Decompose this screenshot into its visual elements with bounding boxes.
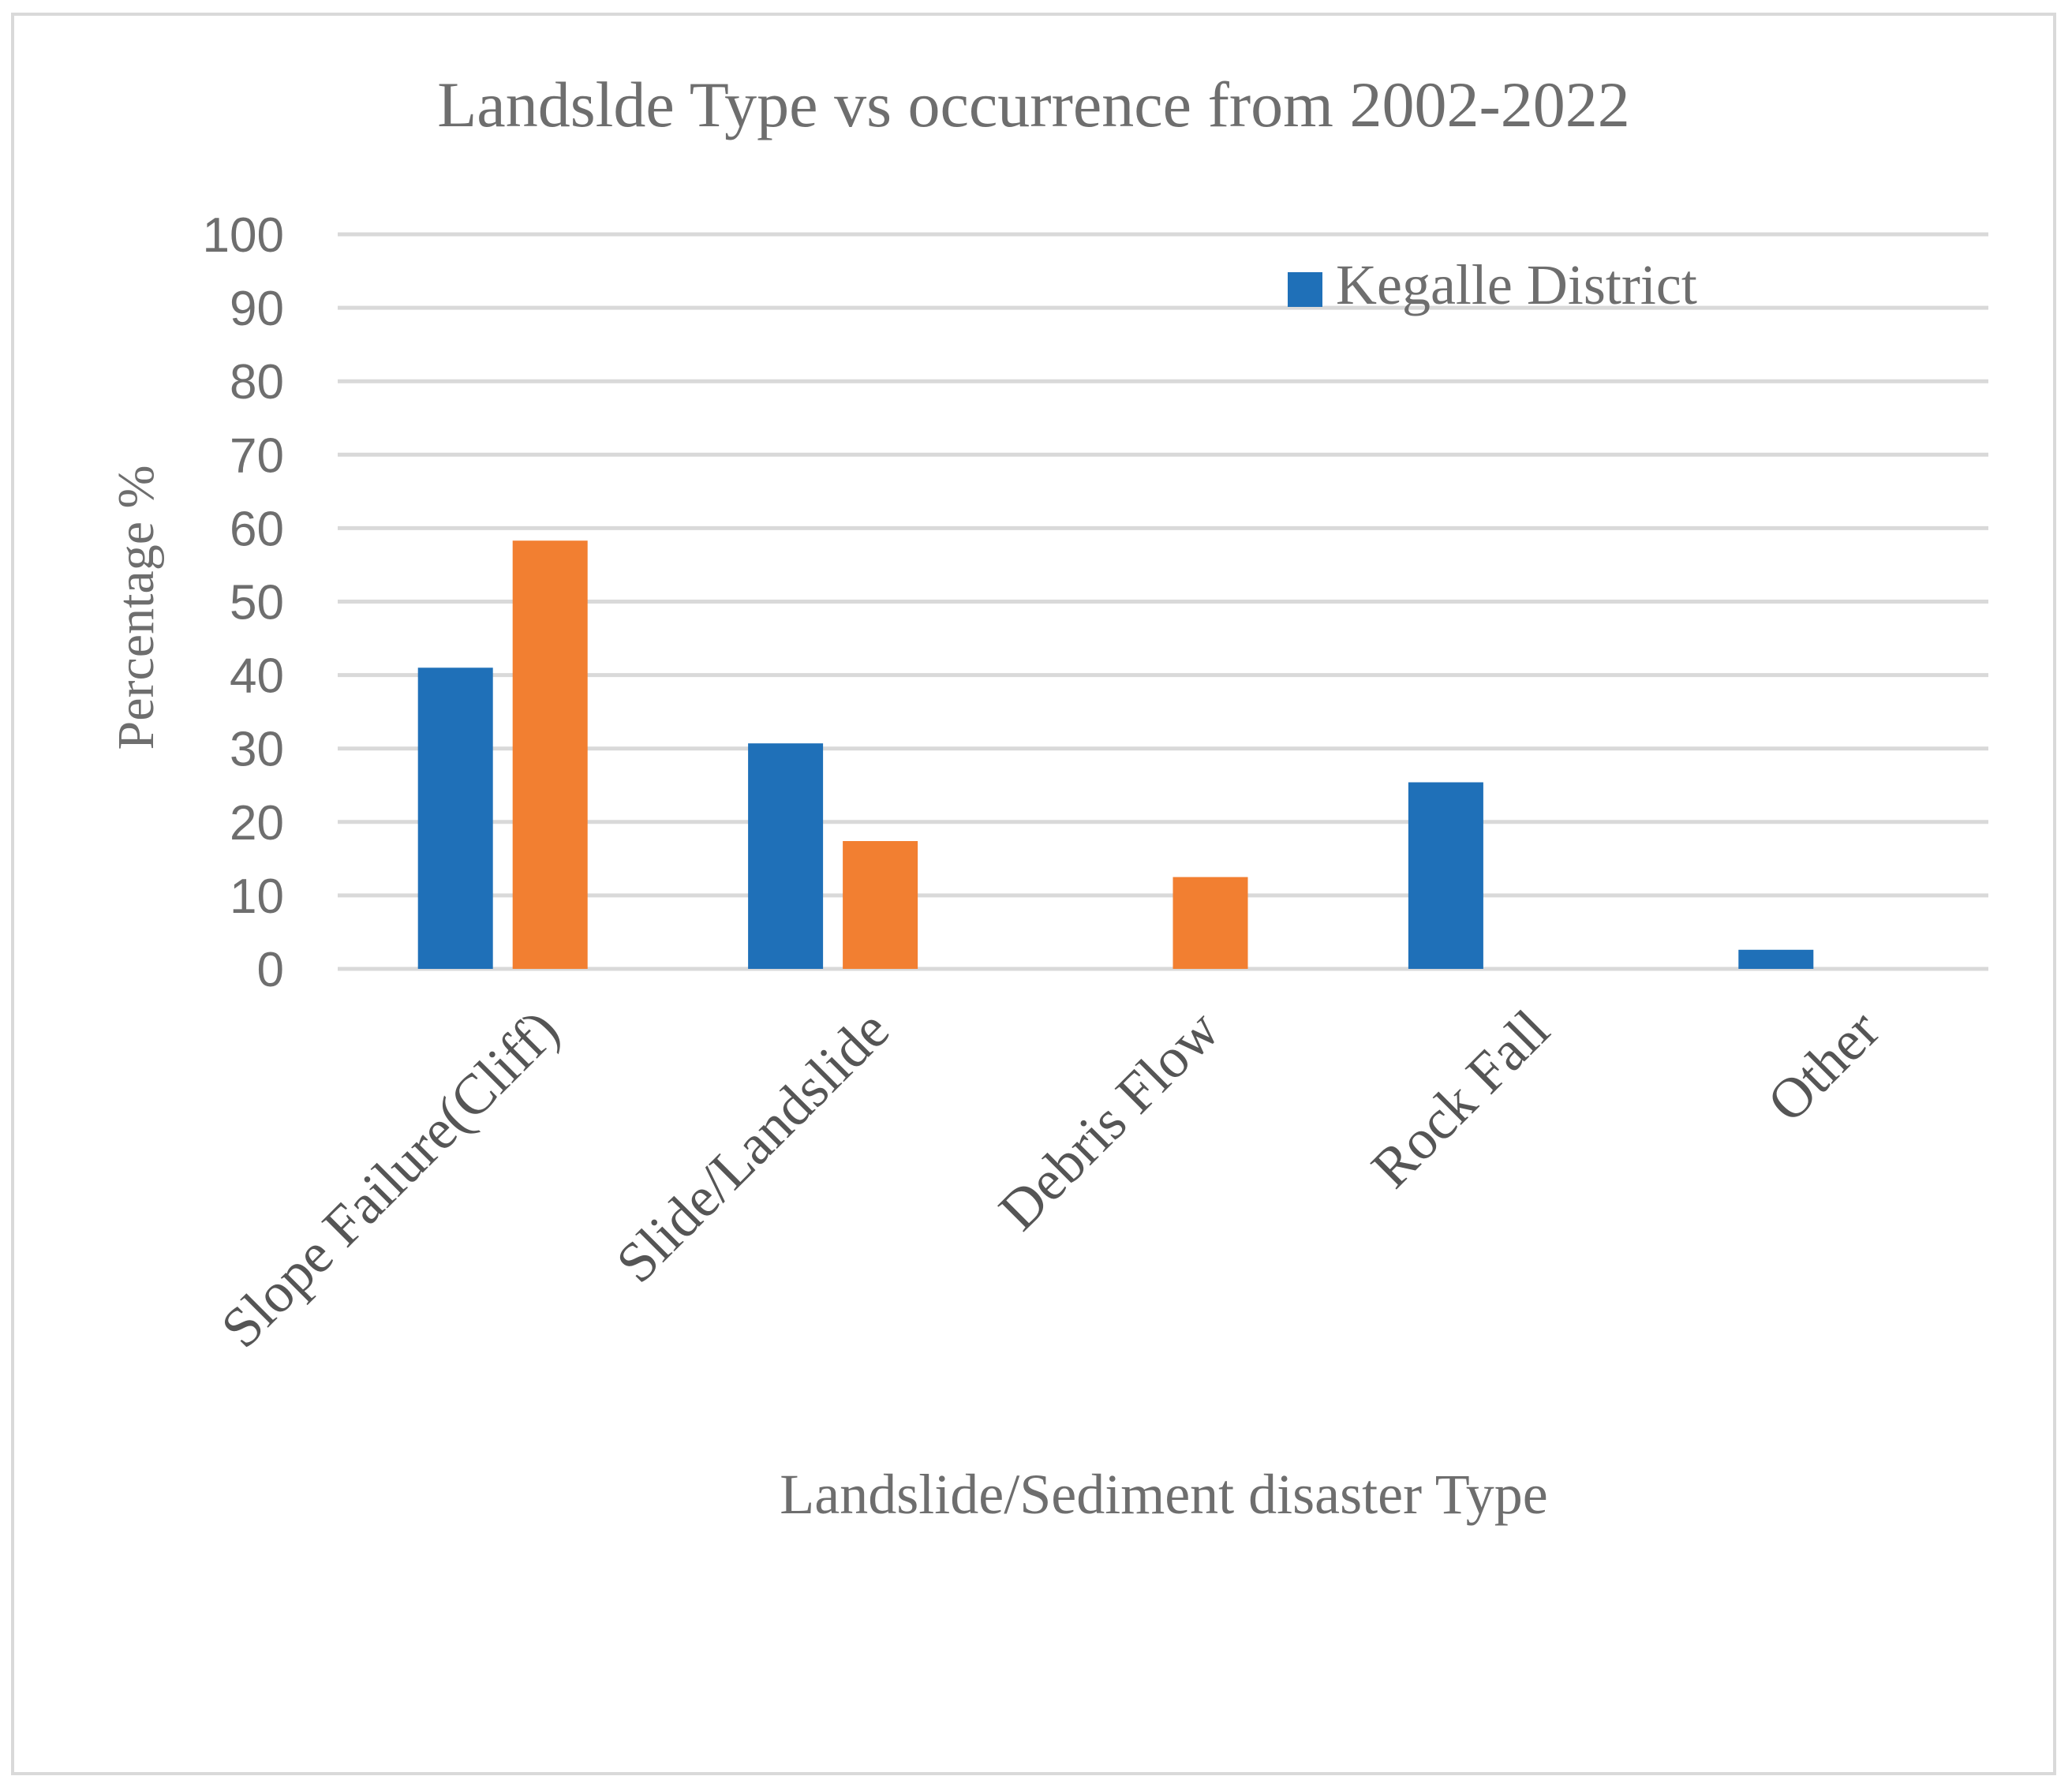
- bar: [1738, 949, 1814, 969]
- bars: [417, 540, 1814, 969]
- bar: [1173, 877, 1248, 969]
- y-axis-ticks: 0 10 20 30 40 50 60 70 80 90 100: [203, 208, 284, 997]
- bar: [1408, 782, 1483, 969]
- y-tick-label: 100: [203, 208, 284, 263]
- y-tick-label: 40: [230, 649, 284, 704]
- bar: [748, 743, 824, 969]
- x-axis-ticks: Slope Failure(Cliff) Slide/Landslide Debri…: [209, 998, 1891, 1360]
- x-tick-label: Slope Failure(Cliff): [209, 998, 571, 1360]
- chart-title: Landslde Type vs occurrence from 2002-20…: [437, 69, 1630, 140]
- y-tick-label: 30: [230, 723, 284, 777]
- y-tick-label: 20: [230, 796, 284, 851]
- y-tick-label: 0: [257, 943, 284, 997]
- y-tick-label: 90: [230, 282, 284, 336]
- legend-swatch-kegalle: [1288, 272, 1322, 307]
- y-tick-label: 60: [230, 502, 284, 556]
- gridlines: [338, 232, 1988, 971]
- chart-frame: [11, 13, 2056, 1775]
- y-axis-label: Percentage %: [107, 466, 165, 750]
- x-tick-label: Other: [1756, 998, 1892, 1135]
- y-tick-label: 10: [230, 869, 284, 924]
- bar: [417, 667, 493, 969]
- x-axis-label: Landslide/Sediment disaster Type: [780, 1463, 1547, 1526]
- x-tick-label: Rock Fall: [1360, 998, 1561, 1200]
- legend-label-kegalle: Kegalle District: [1336, 253, 1697, 316]
- bar: [512, 540, 588, 969]
- y-tick-label: 80: [230, 355, 284, 409]
- x-tick-label: Slide/Landslide: [604, 998, 901, 1295]
- y-tick-label: 70: [230, 428, 284, 483]
- y-tick-label: 50: [230, 576, 284, 630]
- x-tick-label: Debris Flow: [987, 998, 1232, 1243]
- legend: Kegalle District: [1288, 253, 1697, 316]
- bar: [843, 841, 918, 969]
